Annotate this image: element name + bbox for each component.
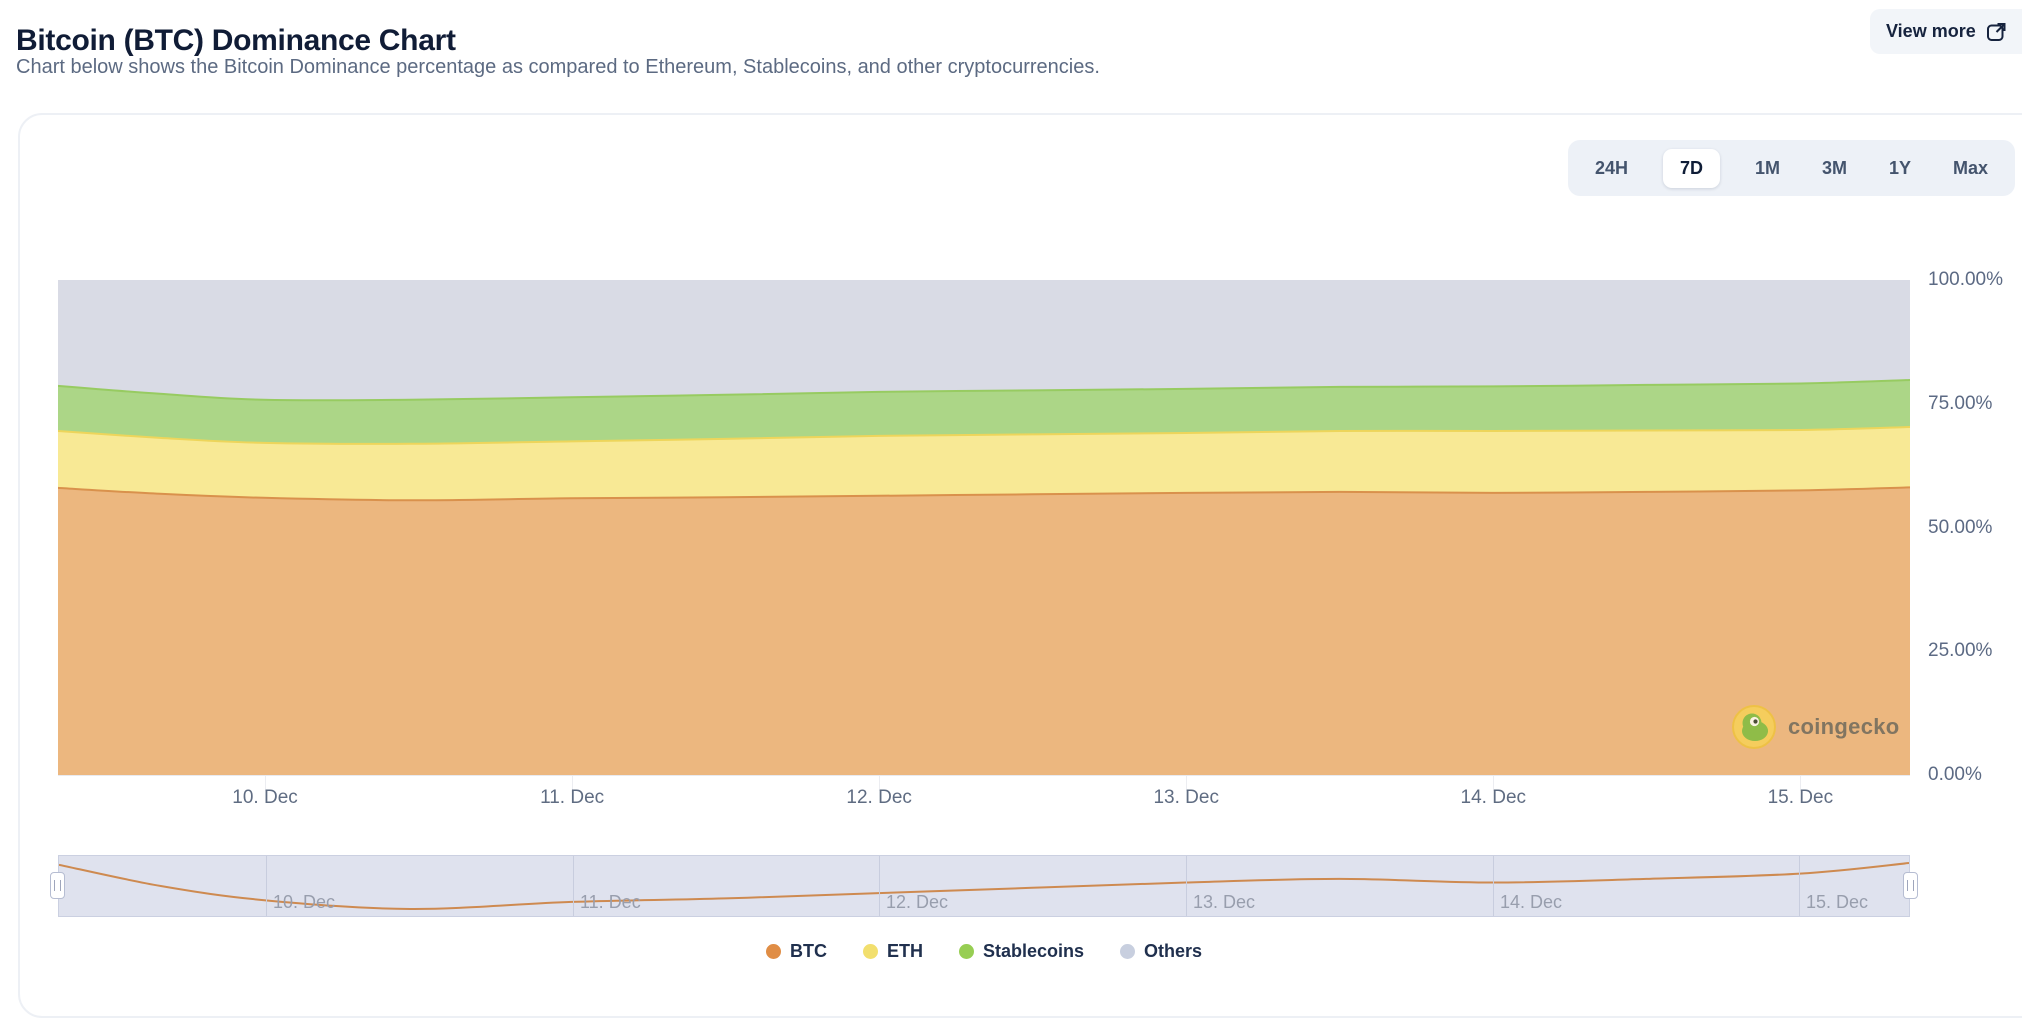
range-button-max[interactable]: Max — [1946, 149, 1995, 188]
navigator-gridline — [266, 856, 267, 916]
legend-label: Others — [1144, 941, 1203, 961]
legend-item-others[interactable]: Others — [1120, 941, 1202, 962]
navigator-date-label: 11. Dec — [580, 892, 641, 912]
coingecko-logo-icon — [1732, 705, 1776, 749]
legend-label: Stablecoins — [982, 941, 1084, 961]
external-link-icon — [1986, 23, 2006, 41]
dominance-area-chart-plot[interactable] — [58, 280, 1910, 775]
handle-grip-icon — [54, 880, 61, 891]
view-more-label: View more — [1886, 21, 1976, 41]
legend-dot-icon — [862, 944, 878, 959]
navigator-gridline — [879, 856, 880, 916]
chart-legend: BTC ETH Stablecoins Others — [58, 941, 1910, 962]
navigator-handle-left[interactable] — [50, 872, 65, 899]
navigator-date-label: 12. Dec — [886, 892, 949, 912]
x-axis-label: 15. Dec — [1767, 787, 1834, 808]
page-title: Bitcoin (BTC) Dominance Chart — [16, 24, 456, 58]
legend-item-btc[interactable]: BTC — [765, 941, 827, 962]
legend-item-eth[interactable]: ETH — [862, 941, 923, 962]
x-axis-label: 12. Dec — [846, 787, 912, 808]
x-axis-tick — [1186, 776, 1188, 791]
x-axis-label: 11. Dec — [540, 787, 605, 808]
btc-dominance-page: { "page": { "title": "Bitcoin (BTC) Domi… — [16, 9, 2022, 1018]
range-button-1y[interactable]: 1Y — [1882, 149, 1918, 188]
navigator-date-label: 13. Dec — [1193, 892, 1256, 912]
handle-grip-icon — [1907, 880, 1914, 891]
navigator-handle-right[interactable] — [1903, 872, 1918, 899]
y-axis-label: 75.00% — [1928, 392, 1993, 414]
legend-dot-icon — [765, 944, 781, 959]
navigator-date-label: 14. Dec — [1500, 892, 1563, 912]
navigator-gridline — [1799, 856, 1800, 916]
navigator-date-label: 15. Dec — [1806, 892, 1869, 912]
x-axis-label: 10. Dec — [232, 787, 298, 808]
x-axis-label: 13. Dec — [1153, 787, 1219, 808]
legend-dot-icon — [1120, 944, 1135, 959]
chart-navigator[interactable]: 10. Dec 11. Dec 12. Dec 13. Dec 14. Dec 15. D… — [58, 855, 1910, 917]
range-button-1m[interactable]: 1M — [1748, 149, 1787, 188]
y-axis-label: 100.00% — [1928, 269, 2004, 290]
legend-dot-icon — [958, 944, 974, 959]
legend-item-stablecoins[interactable]: Stablecoins — [958, 941, 1084, 962]
page-subtitle: Chart below shows the Bitcoin Dominance … — [16, 56, 1100, 78]
legend-label: BTC — [789, 941, 827, 961]
coingecko-watermark: coingecko — [1732, 705, 1900, 749]
range-button-24h[interactable]: 24H — [1588, 149, 1635, 188]
time-range-selector: 24H 7D 1M 3M 1Y Max — [1568, 140, 2015, 196]
x-axis-tick — [1800, 776, 1802, 791]
x-axis-tick — [1493, 776, 1495, 791]
range-button-7d[interactable]: 7D — [1663, 148, 1721, 188]
y-axis-label: 50.00% — [1928, 516, 1993, 538]
y-axis-label: 25.00% — [1928, 640, 1993, 662]
x-axis-tick — [265, 776, 267, 791]
y-axis-label: 0.00% — [1928, 764, 1982, 785]
x-axis-tick — [879, 776, 881, 791]
legend-label: ETH — [886, 941, 923, 961]
navigator-line-chart — [59, 862, 1909, 911]
navigator-date-label: 10. Dec — [273, 892, 336, 912]
view-more-button[interactable]: View more — [1870, 9, 2022, 54]
navigator-gridline — [1493, 856, 1494, 916]
x-axis-tick — [572, 776, 574, 791]
coingecko-watermark-text: coingecko — [1788, 714, 1900, 739]
navigator-gridline — [1186, 856, 1187, 916]
x-axis-label: 14. Dec — [1460, 787, 1527, 808]
navigator-gridline — [573, 856, 574, 916]
range-button-3m[interactable]: 3M — [1815, 149, 1854, 188]
x-axis-line — [58, 775, 1910, 776]
